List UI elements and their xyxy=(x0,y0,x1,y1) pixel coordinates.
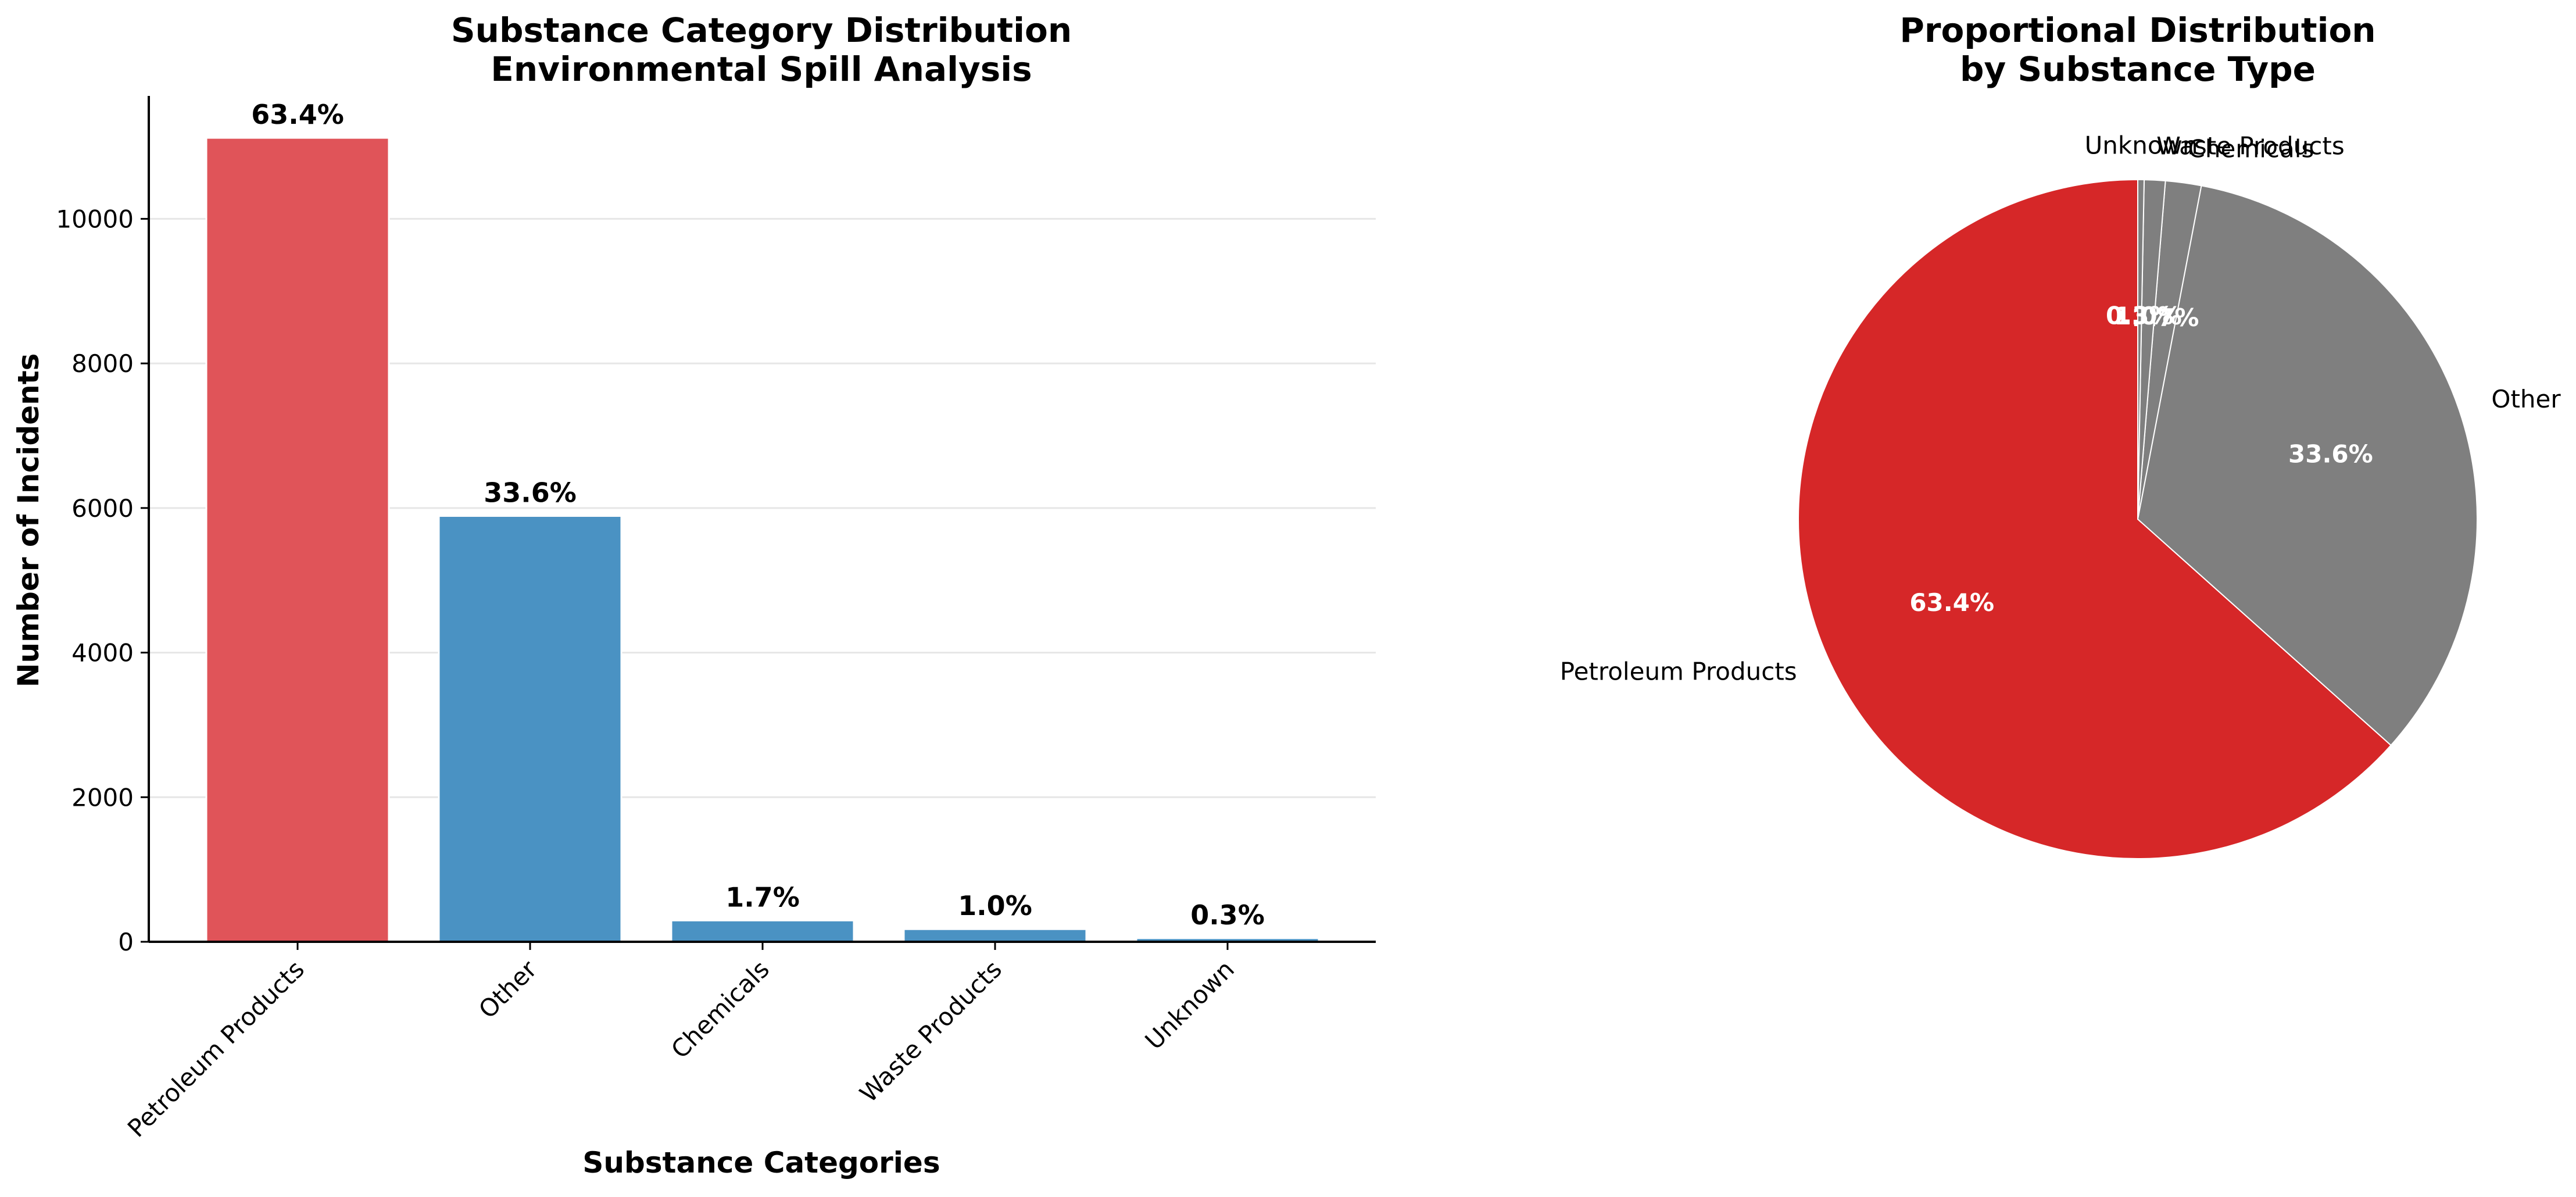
bar-chart-x-axis-label: Substance Categories xyxy=(582,1146,940,1180)
pie-slice-label: Petroleum Products xyxy=(1560,658,1797,686)
bar xyxy=(670,919,855,943)
bar xyxy=(438,515,622,943)
bar-chart-title: Substance Category Distribution Environme… xyxy=(451,10,1072,89)
bar-chart: Substance Category Distribution Environme… xyxy=(12,10,1376,1180)
pie-slice xyxy=(2137,178,2145,520)
pie-percent-label: 63.4% xyxy=(1909,588,1994,617)
bar-data-label: 1.0% xyxy=(958,890,1032,921)
x-tick-label: Waste Products xyxy=(854,955,1007,1107)
bar-data-label: 63.4% xyxy=(251,99,344,130)
pie-slice-label: Chemicals xyxy=(2188,134,2314,163)
x-tick-label: Unknown xyxy=(1140,955,1240,1055)
pie-percent-label: 0.3% xyxy=(2106,302,2173,330)
y-tick-label: 4000 xyxy=(71,639,134,667)
y-tick-label: 6000 xyxy=(71,494,134,523)
y-tick-label: 8000 xyxy=(71,349,134,378)
pie-slice xyxy=(2137,185,2478,746)
bar xyxy=(205,137,390,943)
y-tick-label: 0 xyxy=(118,928,134,956)
pie-chart: Proportional Distribution by Substance Ty… xyxy=(1560,10,2561,859)
pie-percent-label: 1.0% xyxy=(2114,302,2181,330)
x-tick-label: Chemicals xyxy=(666,955,775,1064)
pie-slice-label: Waste Products xyxy=(2156,131,2344,160)
bar-data-label: 1.7% xyxy=(725,881,800,913)
bar xyxy=(903,928,1087,943)
pie-slice-label: Other xyxy=(2491,385,2561,413)
pie-chart-title: Proportional Distribution by Substance Ty… xyxy=(1899,10,2375,89)
pie-slice-label: Unknown xyxy=(2085,131,2198,160)
pie-percent-label: 33.6% xyxy=(2288,440,2373,469)
bar-data-label: 33.6% xyxy=(484,477,577,509)
x-tick-label: Petroleum Products xyxy=(122,955,310,1142)
y-tick-label: 10000 xyxy=(56,205,134,233)
bar-chart-y-axis-label: Number of Incidents xyxy=(12,353,45,688)
pie-slice xyxy=(1798,178,2392,859)
y-tick-label: 2000 xyxy=(71,783,134,812)
x-tick-label: Other xyxy=(473,955,542,1024)
bar-data-label: 0.3% xyxy=(1190,899,1265,931)
